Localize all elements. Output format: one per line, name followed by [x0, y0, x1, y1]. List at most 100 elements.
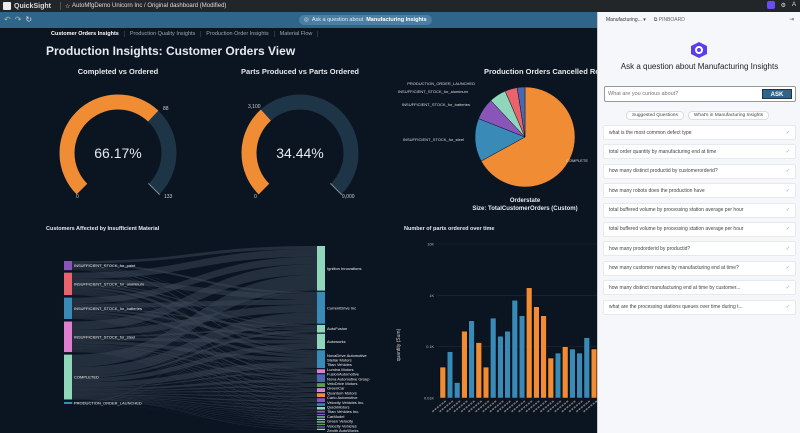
gauge-fill [59, 94, 159, 195]
redo-icon[interactable]: ↷ [14, 15, 22, 24]
x-tick-label [553, 400, 569, 413]
x-tick-label [503, 400, 519, 413]
sankey-link [72, 367, 317, 404]
q-assistant-panel: Manufacturing... ▾ ⧉ PINBOARD ⇥ Ask a qu… [597, 12, 800, 433]
tab-customer-orders-insights[interactable]: Customer Orders Insights [46, 31, 125, 37]
question-text: how many prodorderid by productid? [609, 245, 691, 252]
sankey-link [72, 315, 317, 395]
suggested-question[interactable]: what are the processing stations queues … [603, 299, 796, 315]
verified-check-icon: ✓ [785, 168, 790, 175]
bar [490, 317, 497, 399]
q-assistant-icon[interactable] [766, 1, 775, 9]
gauge-parts-produced[interactable] [0, 0, 359, 196]
question-text: total order quantity by manufacturing en… [609, 148, 717, 155]
collapse-panel-icon[interactable]: ⇥ [788, 17, 794, 23]
suggested-question[interactable]: how many robots does the production have… [603, 183, 796, 199]
pinboard-link[interactable]: ⧉ PINBOARD [653, 17, 685, 23]
sankey-link [72, 316, 317, 405]
pie-slice-label: INSUFFICIENT_STOCK_for_steel [403, 137, 464, 142]
undo-icon[interactable]: ↶ [4, 15, 11, 24]
sankey-link [72, 269, 317, 408]
sankey-target-label: CurrentDrive Inc [327, 305, 356, 310]
question-input[interactable] [608, 89, 758, 99]
settings-icon[interactable]: ⚙ [780, 2, 786, 9]
dashboard-toolbar: ↶ ↷ ↻ ◎ Ask a question about Manufacturing… [0, 12, 597, 28]
sankey-target-label: GreenCar [327, 386, 345, 391]
pie-slice-label: INSUFFICIENT_STOCK_for_batteries [402, 102, 470, 107]
sankey-link [72, 403, 317, 430]
sankey-chart[interactable]: INSUFFICIENT_STOCK_for_paint INSUFFICIENT… [0, 0, 370, 433]
sankey-target-label: Titan Vehicles Inc. [327, 409, 359, 414]
user-avatar[interactable]: A [791, 2, 796, 8]
suggested-question[interactable]: how many distinct manufacturing end at t… [603, 280, 796, 296]
sankey-target-node [317, 410, 325, 413]
pie-title: Production Orders Cancelled Roo [484, 67, 605, 76]
ask-topic: Manufacturing Insights [366, 17, 427, 23]
sheet-tabs: Customer Orders Insights Production Qual… [46, 31, 319, 37]
gauge-1-min: 0 [76, 194, 79, 200]
reset-icon[interactable]: ↻ [25, 15, 33, 24]
y-tick-label: 1K [429, 294, 434, 298]
sankey-target-label: VeloDrive Motors [327, 381, 357, 386]
sankey-link [72, 284, 317, 338]
x-tick-label [532, 400, 547, 413]
x-tick-label [467, 400, 483, 413]
verified-check-icon: ✓ [785, 226, 790, 233]
sankey-link [72, 290, 317, 385]
x-tick-label [525, 400, 540, 413]
tab-suggested-questions[interactable]: Suggested Questions [626, 111, 684, 120]
sankey-link [72, 349, 317, 409]
x-tick-label [431, 400, 447, 413]
bar-chart[interactable]: 0.01K 0.1K 1K 10K [0, 0, 600, 413]
suggested-question[interactable]: how many prodorderid by productid? ✓ [603, 241, 796, 257]
dashboard-name[interactable]: Original dashboard (Modified) [147, 3, 227, 9]
pie-chart[interactable]: COMPLETE INSUFFICIENT_STOCK_for_steel INSU… [0, 0, 588, 188]
gauge-1-max: 133 [164, 194, 173, 200]
gauge-completed-vs-ordered[interactable] [0, 0, 177, 196]
sankey-link [72, 351, 317, 423]
sankey-target-node [317, 393, 325, 398]
gauge-2-target: 3,100 [248, 104, 261, 110]
star-icon[interactable]: ☆ [64, 3, 72, 10]
suggested-question[interactable]: total buffered volume by processing stat… [603, 202, 796, 218]
suggested-question[interactable]: how many distinct productid by customero… [603, 163, 796, 179]
sankey-target-label: AutoFusion [327, 326, 347, 331]
topic-select[interactable]: Manufacturing... ▾ [606, 17, 646, 23]
suggested-question[interactable]: total order quantity by manufacturing en… [603, 144, 796, 160]
ask-button[interactable]: ASK [762, 89, 792, 99]
suggested-question[interactable]: total buffered volume by processing stat… [603, 221, 796, 237]
ask-question-button[interactable]: ◎ Ask a question about Manufacturing Ins… [299, 15, 432, 25]
tab-material-flow[interactable]: Material Flow [275, 31, 319, 37]
sankey-link [72, 312, 317, 377]
sankey-target-node [317, 421, 325, 423]
sankey-source-node [64, 354, 72, 400]
sankey-link [72, 249, 317, 279]
bar [540, 315, 547, 399]
sankey-target-node [317, 428, 325, 430]
sankey-source-label: INSUFFICIENT_STOCK_for_batteries [74, 306, 142, 311]
sankey-target-label: Titan Vehicles [327, 362, 352, 367]
sankey-link [72, 346, 317, 386]
sankey-source-label: PRODUCTION_ORDER_LAUNCHED [74, 400, 142, 405]
sankey-target-label: Lumina Motors [327, 367, 353, 372]
suggested-question[interactable]: how many customer names by manufacturing… [603, 260, 796, 276]
sankey-target-node [317, 333, 325, 350]
bar [533, 306, 540, 399]
bar [526, 287, 533, 399]
sankey-link [72, 289, 317, 371]
suggested-question[interactable]: what is the most common defect type ✓ [603, 125, 796, 140]
tab-whats-in-topic[interactable]: What's in Manufacturing Insights [687, 111, 770, 120]
tab-production-quality-insights[interactable]: Production Quality Insights [125, 31, 202, 37]
account-name[interactable]: AutoMfgDemo Unicorn Inc [72, 3, 143, 9]
sankey-link [72, 318, 317, 422]
sankey-source-node [64, 261, 72, 271]
x-tick-label [561, 400, 576, 413]
tab-production-order-insights[interactable]: Production Order Insights [201, 31, 275, 37]
sankey-link [72, 323, 317, 403]
sankey-title: Customers Affected by Insufficient Mater… [46, 226, 160, 232]
gauge-max-marker [330, 183, 343, 196]
sankey-target-label: CarModel [327, 414, 344, 419]
sankey-link [72, 350, 317, 412]
sankey-target-node [317, 246, 325, 291]
sankey-link [72, 393, 317, 403]
